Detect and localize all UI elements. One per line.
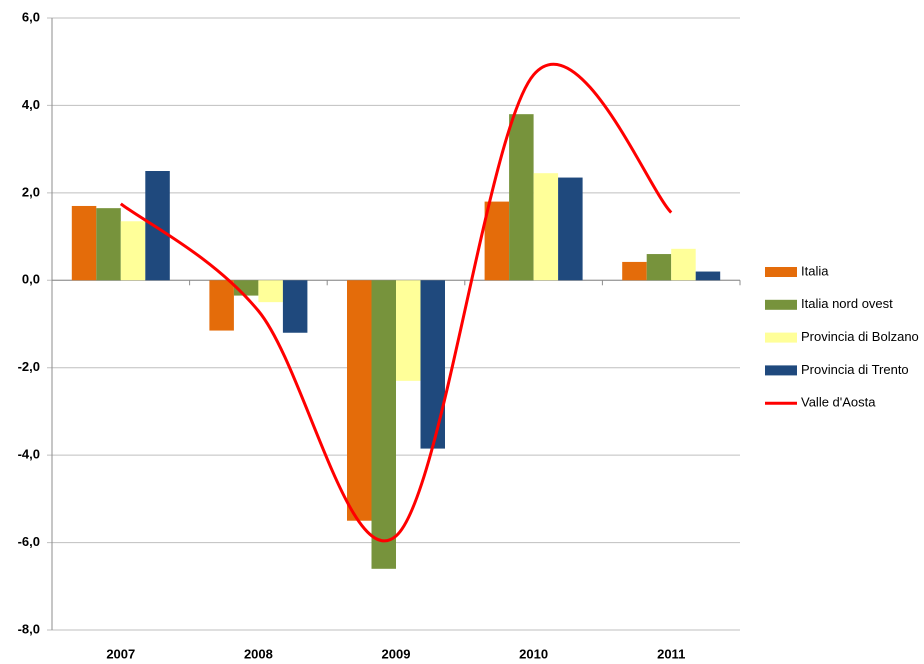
y-tick-label: -2,0 <box>18 359 40 374</box>
legend-label: Italia nord ovest <box>801 296 893 311</box>
bar <box>71 205 97 281</box>
bar <box>646 254 672 281</box>
x-tick-label: 2008 <box>244 646 273 661</box>
legend-swatch <box>765 365 797 376</box>
x-tick-label: 2009 <box>382 646 411 661</box>
legend-swatch <box>765 267 797 277</box>
bar <box>396 280 421 381</box>
y-tick-label: -4,0 <box>18 447 40 462</box>
legend-label: Valle d'Aosta <box>801 395 876 410</box>
y-tick-label: -8,0 <box>18 621 40 636</box>
bar <box>509 114 534 281</box>
legend-swatch <box>765 299 797 310</box>
y-tick-label: 6,0 <box>22 9 40 24</box>
line-series <box>119 62 673 543</box>
bar <box>484 201 510 281</box>
legend-label: Provincia di Bolzano <box>801 329 919 344</box>
bar <box>347 280 372 521</box>
bar <box>671 248 696 281</box>
bar <box>120 221 146 281</box>
y-tick-label: 2,0 <box>22 184 40 199</box>
x-tick-label: 2007 <box>106 646 135 661</box>
bar <box>558 177 583 281</box>
bar <box>145 171 170 281</box>
y-tick-label: 4,0 <box>22 97 40 112</box>
bar <box>96 208 121 281</box>
legend-label: Provincia di Trento <box>801 362 909 377</box>
bar <box>258 280 283 303</box>
legend-swatch <box>765 332 797 343</box>
bar <box>209 280 234 331</box>
bar <box>371 280 396 569</box>
x-tick-label: 2011 <box>657 646 685 661</box>
bar <box>533 173 559 281</box>
bar <box>282 280 308 333</box>
x-tick-label: 2010 <box>519 646 548 661</box>
bar <box>622 261 647 281</box>
y-tick-label: 0,0 <box>22 272 40 287</box>
bar <box>695 271 721 281</box>
legend-label: Italia <box>801 263 829 278</box>
bar <box>420 280 445 449</box>
y-tick-label: -6,0 <box>18 534 40 549</box>
